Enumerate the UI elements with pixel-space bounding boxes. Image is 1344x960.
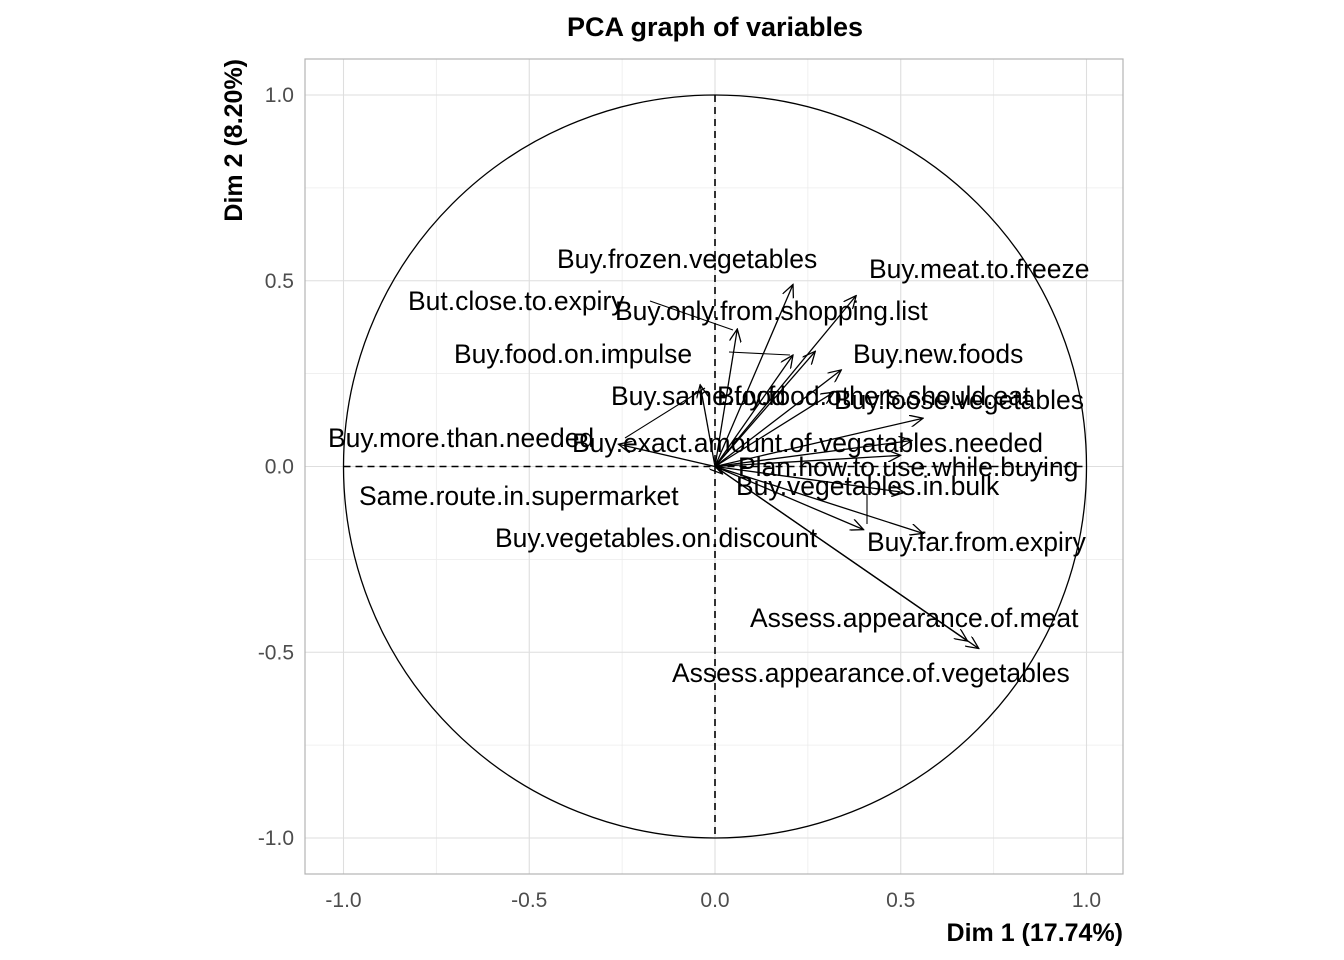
- y-tick-label: 0.5: [265, 270, 294, 293]
- y-tick-label: -0.5: [258, 641, 294, 664]
- variable-label: Buy.meat.to.freeze: [869, 254, 1089, 284]
- variable-label: Buy.same.food: [611, 381, 786, 411]
- arrow-buy-far-from-expiry: [714, 465, 923, 534]
- arrow-buy-new-foods: [714, 370, 841, 468]
- arrow-buy-frozen-vegetables: [714, 284, 793, 467]
- arrow-buy-exact-amount-of-vegatables-needed: [714, 440, 912, 468]
- y-tick-label: 0.0: [265, 456, 294, 479]
- chart-title: PCA graph of variables: [567, 12, 863, 42]
- label-leader-line: [728, 351, 791, 356]
- arrow-buy-food-on-impulse: [714, 355, 793, 467]
- y-axis-title: Dim 2 (8.20%): [220, 59, 248, 222]
- x-tick-label: 0.5: [886, 889, 915, 912]
- x-axis-title: Dim 1 (17.74%): [947, 919, 1123, 947]
- variable-label: Buy.more.than.needed: [328, 423, 594, 453]
- x-tick-label: -0.5: [511, 889, 547, 912]
- arrow-buy-food-others-should-eat: [714, 392, 834, 468]
- arrow-buy-loose-vegetables: [714, 418, 923, 468]
- label-leader-line: [624, 387, 706, 439]
- variable-label: Buy.vegetables.on.discount: [495, 523, 818, 553]
- label-leader-line: [649, 300, 734, 331]
- arrow-buy-vegetables-on-discount: [714, 465, 864, 530]
- arrow-buy-vegetables-in-bulk: [714, 465, 904, 493]
- variable-label: Buy.exact.amount.of.vegatables.needed: [572, 428, 1043, 458]
- variable-label: Buy.only.from.shopping.list: [615, 296, 928, 326]
- x-tick-label: 1.0: [1072, 889, 1101, 912]
- variable-label: Buy.far.from.expiry: [867, 527, 1087, 557]
- variable-label: Plan.how.to.use.while.buying: [738, 452, 1078, 482]
- variable-label: Buy.new.foods: [853, 339, 1023, 369]
- variable-label: Assess.appearance.of.vegetables: [672, 658, 1070, 688]
- variable-label: Buy.food.others.should.eat: [717, 381, 1031, 411]
- plot-panel-border: [304, 58, 1124, 875]
- variable-label: Same.route.in.supermarket: [359, 481, 679, 511]
- variable-label: Buy.loose.vegetables: [834, 385, 1084, 415]
- arrow-plan-how-to-use-while-buying: [714, 455, 901, 468]
- arrow-buy-meat-to-freeze: [714, 296, 856, 467]
- variable-label: But.close.to.expiry: [408, 286, 625, 316]
- arrow-buy-same-food: [700, 385, 716, 467]
- x-tick-label: -1.0: [325, 889, 361, 912]
- y-tick-label: -1.0: [258, 827, 294, 850]
- variable-label: Buy.food.on.impulse: [454, 339, 692, 369]
- arrow-buy-more-than-needed: [618, 444, 716, 468]
- x-tick-label: 0.0: [700, 889, 729, 912]
- variable-label: Buy.vegetables.in.bulk: [736, 471, 1000, 501]
- arrow-assess-appearance-of-vegetables: [714, 465, 979, 649]
- variable-label: Assess.appearance.of.meat: [750, 603, 1079, 633]
- y-tick-label: 1.0: [265, 84, 294, 107]
- variable-label: Buy.frozen.vegetables: [557, 244, 817, 274]
- correlation-circle: [342, 94, 1088, 839]
- arrow-buy-only-from-shopping-list: [714, 351, 815, 467]
